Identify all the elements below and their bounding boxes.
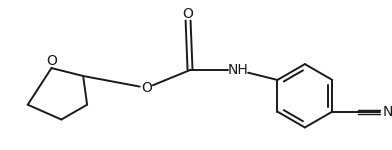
Text: N: N (383, 105, 392, 119)
Text: O: O (46, 54, 57, 68)
Text: O: O (183, 7, 194, 21)
Text: O: O (141, 81, 152, 95)
Text: NH: NH (227, 63, 248, 77)
